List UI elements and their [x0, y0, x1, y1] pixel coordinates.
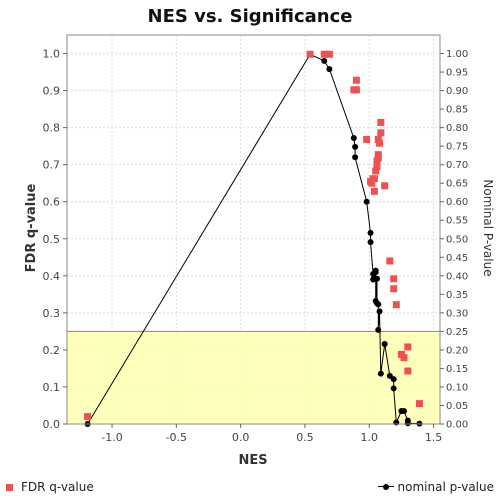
y2-tick-label: 0.70 [446, 160, 468, 171]
nominal-pvalue-point [390, 385, 397, 392]
nominal-pvalue-point [321, 57, 328, 64]
y2-tick-label: 0.85 [446, 105, 468, 116]
fdr-point [373, 163, 381, 171]
y2-tick-label: 0.40 [446, 271, 468, 282]
nominal-pvalue-point [352, 154, 359, 161]
y-axis-label: FDR q-value [24, 183, 39, 272]
y2-tick-label: 0.90 [446, 86, 468, 97]
nominal-pvalue-point [381, 340, 388, 347]
nominal-pvalue-point [373, 275, 380, 282]
y2-tick-label: 0.75 [446, 142, 468, 153]
y2-tick-label: 0.35 [446, 290, 468, 301]
y-tick-label: 0.7 [43, 159, 61, 172]
x-tick-label: -0.5 [166, 431, 187, 444]
fdr-point [392, 301, 400, 309]
fdr-legend-marker [6, 483, 13, 491]
nominal-pvalue-point [376, 308, 383, 315]
y2-axis-label: Nominal P-value [481, 179, 495, 276]
nominal-pvalue-point [352, 143, 359, 150]
nominal-legend-label: nominal p-value [397, 480, 494, 494]
nominal-pvalue-point [375, 301, 382, 308]
legend-nominal: nominal p-value [377, 480, 494, 494]
significance-band [67, 331, 440, 424]
plot-frame [66, 34, 441, 425]
y2-tick-label: 0.30 [446, 308, 468, 319]
fdr-legend-label: FDR q-value [21, 480, 94, 494]
fdr-point [381, 182, 389, 190]
fdr-point [352, 86, 360, 94]
nominal-pvalue-point [375, 326, 382, 333]
fdr-point [372, 167, 380, 175]
fdr-point [376, 139, 384, 147]
fdr-point [404, 343, 412, 351]
x-tick-label: 0.5 [296, 431, 314, 444]
y-tick-label: 0.5 [43, 233, 61, 246]
fdr-point [374, 135, 382, 143]
chart-title: NES vs. Significance [148, 6, 353, 27]
x-tick-label: 0.0 [232, 431, 250, 444]
nominal-pvalue-point [400, 408, 407, 415]
y-tick-label: 0.1 [43, 381, 61, 394]
nominal-pvalue-point [377, 370, 384, 377]
nominal-pvalue-point [350, 134, 357, 141]
legend-fdr: FDR q-value [6, 480, 94, 494]
y2-tick-label: 0.20 [446, 345, 468, 356]
x-tick-label: 1.0 [361, 431, 379, 444]
fdr-point [400, 354, 408, 362]
fdr-point [415, 400, 423, 408]
y2-tick-label: 0.60 [446, 197, 468, 208]
nominal-legend-marker [377, 483, 394, 491]
y2-tick-label: 0.55 [446, 216, 468, 227]
fdr-point [352, 76, 360, 84]
x-tick-label: 1.5 [425, 431, 443, 444]
y-tick-label: 0.6 [43, 196, 61, 209]
fdr-point [320, 50, 328, 58]
y2-tick-label: 0.45 [446, 253, 468, 264]
fdr-point [363, 135, 371, 143]
y-tick-label: 1.0 [43, 48, 61, 61]
nominal-pvalue-point [404, 420, 411, 427]
x-axis-label: NES [238, 453, 267, 468]
y2-tick-label: 0.65 [446, 179, 468, 190]
fdr-point [325, 50, 333, 58]
y-tick-label: 0.0 [43, 418, 61, 431]
y2-tick-label: 0.25 [446, 327, 468, 338]
y-tick-label: 0.2 [43, 344, 61, 357]
y2-tick-label: 0.50 [446, 234, 468, 245]
fdr-point [368, 179, 376, 187]
fdr-point [306, 50, 314, 58]
y2-tick-label: 0.10 [446, 382, 468, 393]
fdr-point [84, 413, 92, 421]
y-tick-label: 0.4 [43, 270, 61, 283]
fdr-point [390, 275, 398, 283]
fdr-point [374, 151, 382, 159]
y2-tick-label: 0.05 [446, 401, 468, 412]
y-tick-label: 0.9 [43, 85, 61, 98]
nominal-pvalue-point [372, 267, 379, 274]
nominal-pvalue-point [367, 229, 374, 236]
nominal-pvalue-point [363, 198, 370, 205]
fdr-point [404, 367, 412, 375]
nominal-pvalue-point [326, 66, 333, 73]
y-tick-label: 0.8 [43, 122, 61, 135]
nominal-pvalue-point [367, 239, 374, 246]
y-tick-label: 0.3 [43, 307, 61, 320]
fdr-point [370, 187, 378, 195]
fdr-point [390, 285, 398, 293]
nominal-pvalue-point [393, 419, 400, 426]
y2-tick-label: 0.80 [446, 123, 468, 134]
nominal-pvalue-point [390, 376, 397, 383]
fdr-point [386, 257, 394, 265]
y2-tick-label: 0.95 [446, 68, 468, 79]
y2-tick-label: 0.00 [446, 420, 468, 431]
fdr-point [377, 118, 385, 126]
fdr-point [370, 175, 378, 183]
fdr-point [377, 129, 385, 137]
y2-tick-label: 0.15 [446, 364, 468, 375]
x-tick-label: -1.0 [101, 431, 122, 444]
y2-tick-label: 1.00 [446, 49, 468, 60]
